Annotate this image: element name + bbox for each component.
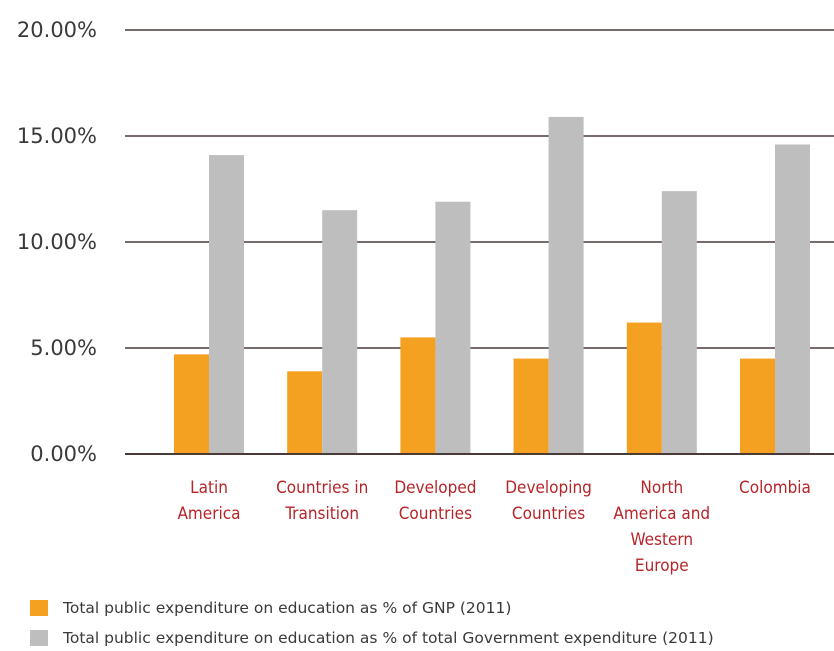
category-label-0: Latin America	[177, 478, 240, 524]
bar-gnp-0	[174, 354, 209, 454]
category-label-4: North America and Western Europe	[613, 478, 710, 576]
bar-gnp-3	[513, 358, 549, 454]
bar-govt-3	[548, 116, 584, 455]
legend-swatch-gnp	[30, 600, 48, 616]
category-label-line: Developing	[505, 478, 592, 498]
category-label-line: Countries	[399, 504, 472, 524]
category-label-line: Transition	[284, 504, 359, 524]
y-tick-label-2: 10.00%	[17, 230, 97, 254]
y-tick-label-1: 5.00%	[30, 336, 97, 360]
legend-label-govt: Total public expenditure on education as…	[63, 629, 714, 647]
category-label-line: Countries in	[276, 478, 368, 498]
bar-chart: 0.00% 5.00% 10.00% 15.00% 20.00% Latin America…	[17, 18, 834, 576]
category-label-line: Latin	[190, 478, 228, 498]
legend-swatch-govt	[30, 630, 48, 646]
y-tick-label-3: 15.00%	[17, 124, 97, 148]
bar-gnp-2	[400, 337, 436, 454]
bar-govt-2	[435, 201, 471, 454]
category-label-line: North	[640, 478, 683, 498]
bar-gnp-5	[740, 358, 775, 454]
category-label-line: Western	[630, 530, 693, 550]
legend-item-gnp: Total public expenditure on education as…	[30, 599, 511, 617]
legend-item-govt: Total public expenditure on education as…	[30, 629, 714, 647]
legend-label-gnp: Total public expenditure on education as…	[63, 599, 512, 617]
bar-gnp-1	[287, 371, 323, 454]
category-label-line: Colombia	[739, 478, 811, 498]
bar-govt-0	[209, 155, 244, 454]
category-label-line: America	[177, 504, 240, 524]
category-label-2: Developed Countries	[394, 478, 476, 524]
category-label-line: Developed	[394, 478, 476, 498]
bar-gnp-4	[626, 322, 662, 454]
category-label-3: Developing Countries	[505, 478, 592, 524]
y-tick-label-0: 0.00%	[30, 442, 97, 466]
bar-govt-4	[661, 191, 697, 454]
bar-govt-1	[322, 210, 358, 454]
y-tick-label-4: 20.00%	[17, 18, 97, 42]
category-label-line: Countries	[512, 504, 585, 524]
bar-govt-5	[775, 144, 810, 455]
category-label-line: Europe	[635, 556, 689, 576]
category-label-5: Colombia	[739, 478, 811, 498]
category-label-line: America and	[613, 504, 710, 524]
category-label-1: Countries in Transition	[276, 478, 368, 524]
